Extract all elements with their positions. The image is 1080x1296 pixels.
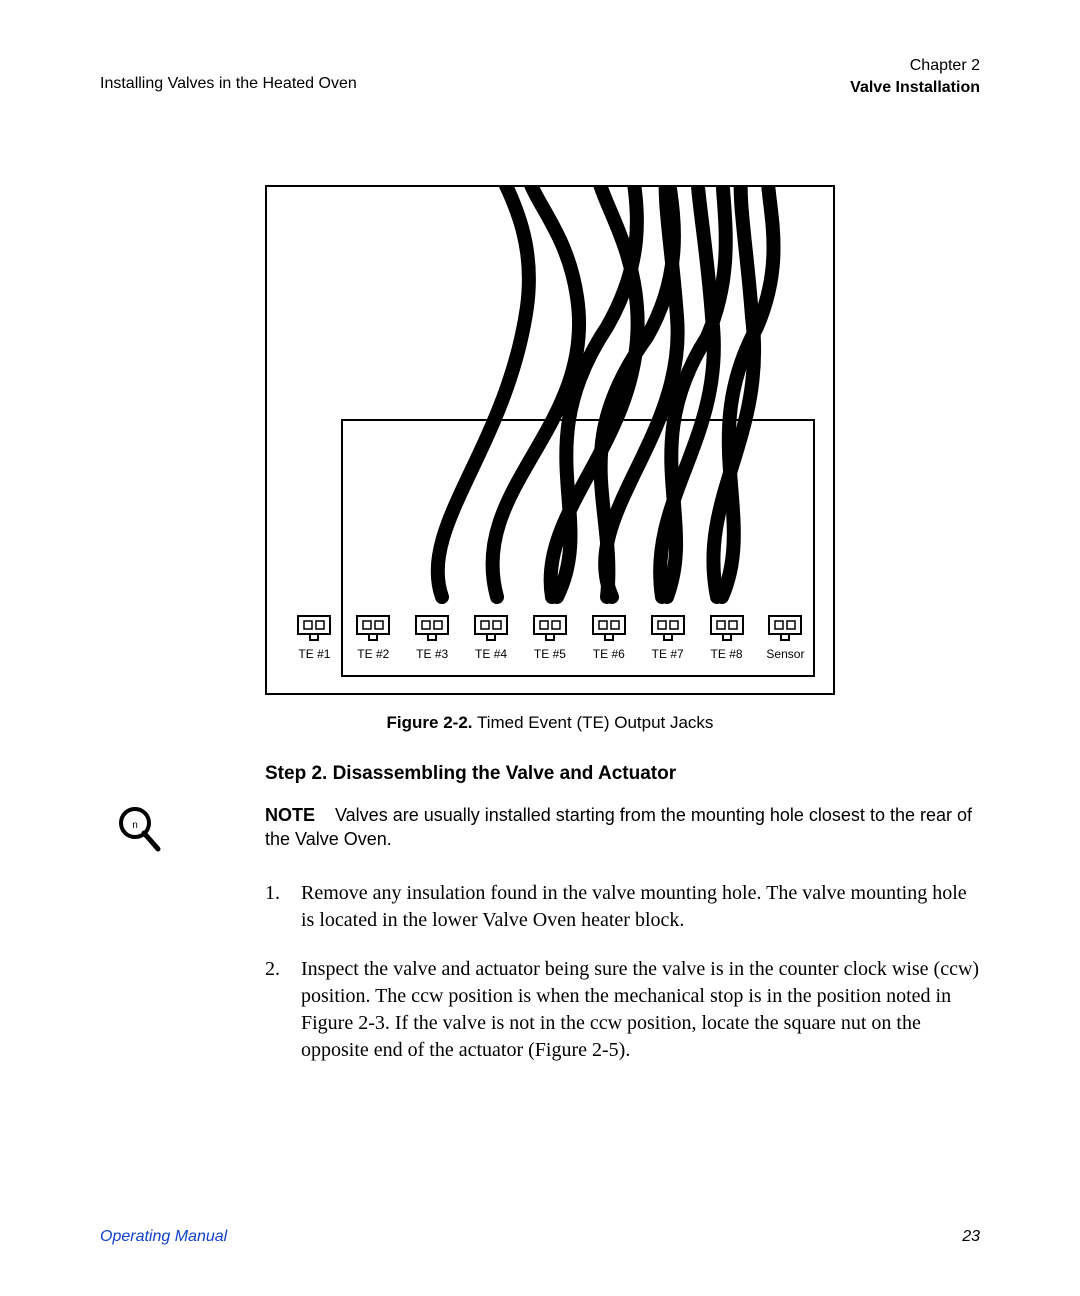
jack-icon [592, 615, 626, 641]
jack: TE #8 [707, 615, 747, 661]
jack-label: TE #6 [589, 647, 629, 661]
jack-icon [474, 615, 508, 641]
list-item-number: 1. [265, 880, 301, 934]
jack-label: TE #5 [530, 647, 570, 661]
jack-label: TE #2 [353, 647, 393, 661]
list-item: 1.Remove any insulation found in the val… [265, 880, 980, 934]
header-left: Installing Valves in the Heated Oven [100, 75, 357, 93]
page: Chapter 2 Valve Installation Installing … [0, 0, 1080, 1296]
jack-label: TE #4 [471, 647, 511, 661]
header-right: Chapter 2 Valve Installation [850, 55, 980, 100]
jack-label: Sensor [765, 647, 805, 661]
note-icon-col: n [100, 803, 265, 858]
jack-row: TE #1 TE #2 TE #3 TE #4 TE #5 [267, 615, 833, 661]
jack: TE #5 [530, 615, 570, 661]
jack: TE #1 [294, 615, 334, 661]
note-block: n NOTEValves are usually installed start… [100, 803, 980, 858]
jack: TE #4 [471, 615, 511, 661]
jack-icon [651, 615, 685, 641]
jack-label: TE #8 [707, 647, 747, 661]
list-item-number: 2. [265, 956, 301, 1064]
svg-text:n: n [132, 820, 138, 831]
figure-block: TE #1 TE #2 TE #3 TE #4 TE #5 [265, 185, 835, 695]
magnifier-icon: n [110, 803, 165, 858]
footer: Operating Manual 23 [100, 1228, 980, 1246]
step-list: 1.Remove any insulation found in the val… [265, 880, 980, 1064]
jack-icon [415, 615, 449, 641]
chapter-line: Chapter 2 [850, 55, 980, 77]
jack-icon [356, 615, 390, 641]
footer-left: Operating Manual [100, 1228, 227, 1246]
jack-label: TE #1 [294, 647, 334, 661]
jack-icon [710, 615, 744, 641]
jack: TE #6 [589, 615, 629, 661]
note-label: NOTE [265, 803, 335, 827]
jack: TE #3 [412, 615, 452, 661]
list-item-text: Inspect the valve and actuator being sur… [301, 956, 980, 1064]
figure-caption: Figure 2-2. Timed Event (TE) Output Jack… [265, 713, 835, 733]
jack: TE #7 [648, 615, 688, 661]
note-text-wrap: NOTEValves are usually installed startin… [265, 803, 980, 858]
figure-caption-label: Figure 2-2. [387, 713, 473, 732]
jack-icon [533, 615, 567, 641]
section-title: Valve Installation [850, 77, 980, 99]
footer-right: 23 [962, 1228, 980, 1246]
jack-label: TE #3 [412, 647, 452, 661]
jack-icon [297, 615, 331, 641]
note-body: Valves are usually installed starting fr… [265, 805, 972, 849]
jack-icon [768, 615, 802, 641]
jack-label: TE #7 [648, 647, 688, 661]
list-item-text: Remove any insulation found in the valve… [301, 880, 980, 934]
jack: Sensor [765, 615, 805, 661]
figure-caption-text: Timed Event (TE) Output Jacks [477, 713, 714, 732]
step-heading: Step 2. Disassembling the Valve and Actu… [265, 763, 980, 785]
list-item: 2.Inspect the valve and actuator being s… [265, 956, 980, 1064]
jack: TE #2 [353, 615, 393, 661]
